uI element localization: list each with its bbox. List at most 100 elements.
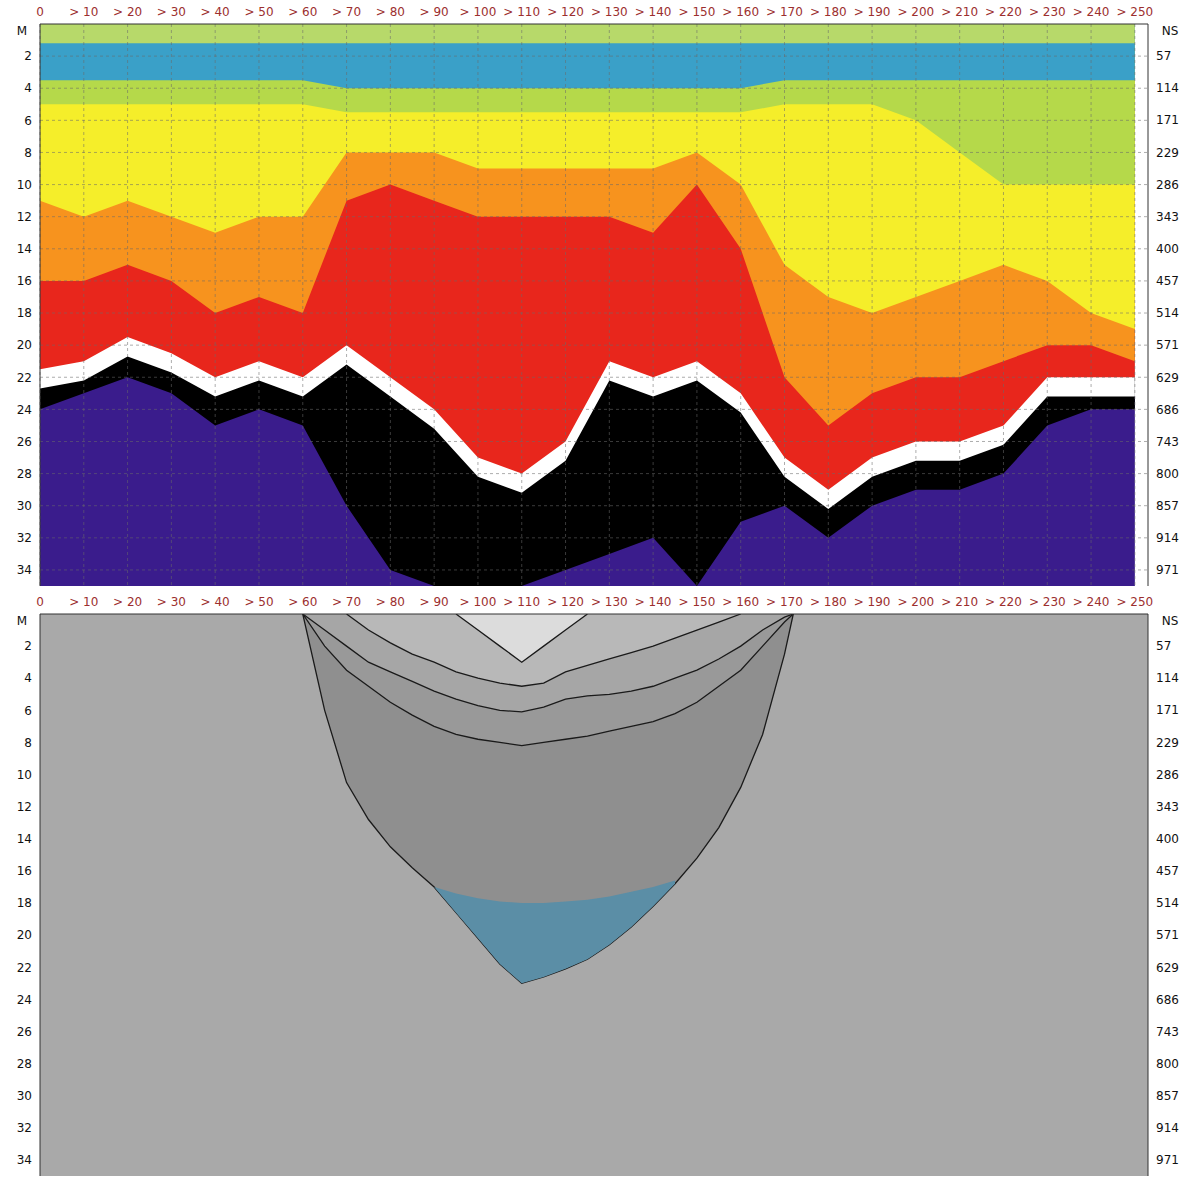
svg-text:> 210: > 210 [941,595,978,609]
svg-text:857: 857 [1156,1089,1179,1103]
svg-text:686: 686 [1156,403,1179,417]
svg-text:286: 286 [1156,178,1179,192]
svg-text:18: 18 [17,896,32,910]
svg-text:571: 571 [1156,928,1179,942]
svg-text:> 10: > 10 [69,5,98,19]
svg-text:171: 171 [1156,113,1179,127]
svg-text:> 90: > 90 [420,595,449,609]
svg-text:> 130: > 130 [591,5,628,19]
svg-text:343: 343 [1156,800,1179,814]
svg-text:> 250: > 250 [1116,595,1153,609]
svg-text:2: 2 [24,639,32,653]
svg-text:32: 32 [17,1121,32,1135]
svg-text:> 100: > 100 [460,595,497,609]
svg-text:> 40: > 40 [201,595,230,609]
svg-text:> 140: > 140 [635,5,672,19]
svg-text:> 190: > 190 [854,595,891,609]
svg-text:> 180: > 180 [810,595,847,609]
svg-text:18: 18 [17,306,32,320]
svg-text:NS: NS [1162,614,1179,628]
svg-text:16: 16 [17,864,32,878]
svg-text:> 120: > 120 [547,5,584,19]
svg-text:57: 57 [1156,49,1171,63]
svg-text:8: 8 [24,736,32,750]
svg-text:> 160: > 160 [722,595,759,609]
svg-text:629: 629 [1156,961,1179,975]
svg-text:> 110: > 110 [503,595,540,609]
svg-text:0: 0 [36,5,44,19]
svg-text:28: 28 [17,1057,32,1071]
svg-text:514: 514 [1156,896,1179,910]
svg-text:> 60: > 60 [288,5,317,19]
svg-text:20: 20 [17,338,32,352]
svg-text:971: 971 [1156,1153,1179,1167]
svg-text:> 50: > 50 [244,5,273,19]
svg-text:229: 229 [1156,736,1179,750]
svg-text:24: 24 [17,403,32,417]
svg-text:> 230: > 230 [1029,5,1066,19]
svg-text:400: 400 [1156,832,1179,846]
svg-text:> 80: > 80 [376,5,405,19]
svg-text:6: 6 [24,704,32,718]
svg-text:> 150: > 150 [679,5,716,19]
svg-text:> 10: > 10 [69,595,98,609]
svg-text:14: 14 [17,832,32,846]
svg-text:629: 629 [1156,371,1179,385]
svg-text:10: 10 [17,178,32,192]
svg-text:12: 12 [17,210,32,224]
svg-text:10: 10 [17,768,32,782]
svg-text:> 150: > 150 [679,595,716,609]
svg-text:6: 6 [24,114,32,128]
svg-text:857: 857 [1156,499,1179,513]
svg-text:57: 57 [1156,639,1171,653]
svg-text:229: 229 [1156,146,1179,160]
svg-text:> 50: > 50 [244,595,273,609]
svg-text:> 20: > 20 [113,5,142,19]
svg-text:686: 686 [1156,993,1179,1007]
svg-text:514: 514 [1156,306,1179,320]
svg-text:> 220: > 220 [985,5,1022,19]
svg-text:914: 914 [1156,531,1179,545]
svg-text:4: 4 [24,671,32,685]
svg-text:28: 28 [17,467,32,481]
svg-text:114: 114 [1156,671,1179,685]
svg-text:4: 4 [24,81,32,95]
svg-text:> 240: > 240 [1073,595,1110,609]
svg-text:343: 343 [1156,210,1179,224]
svg-text:> 180: > 180 [810,5,847,19]
svg-text:> 170: > 170 [766,595,803,609]
svg-text:571: 571 [1156,338,1179,352]
svg-text:> 120: > 120 [547,595,584,609]
svg-text:> 90: > 90 [420,5,449,19]
svg-text:> 240: > 240 [1073,5,1110,19]
svg-text:NS: NS [1162,24,1179,38]
svg-text:> 60: > 60 [288,595,317,609]
svg-text:> 160: > 160 [722,5,759,19]
svg-text:171: 171 [1156,703,1179,717]
svg-text:> 130: > 130 [591,595,628,609]
svg-text:> 30: > 30 [157,5,186,19]
svg-text:M: M [17,24,27,38]
svg-text:14: 14 [17,242,32,256]
svg-text:> 210: > 210 [941,5,978,19]
svg-text:24: 24 [17,993,32,1007]
svg-text:800: 800 [1156,1057,1179,1071]
svg-text:> 170: > 170 [766,5,803,19]
svg-text:743: 743 [1156,1025,1179,1039]
svg-text:> 70: > 70 [332,595,361,609]
svg-text:114: 114 [1156,81,1179,95]
svg-text:32: 32 [17,531,32,545]
svg-text:914: 914 [1156,1121,1179,1135]
svg-text:400: 400 [1156,242,1179,256]
svg-text:286: 286 [1156,768,1179,782]
svg-text:26: 26 [17,435,32,449]
svg-text:> 110: > 110 [503,5,540,19]
svg-text:> 220: > 220 [985,595,1022,609]
svg-text:30: 30 [17,1089,32,1103]
svg-text:> 200: > 200 [897,5,934,19]
svg-text:M: M [17,614,27,628]
svg-text:22: 22 [17,371,32,385]
svg-text:20: 20 [17,928,32,942]
svg-text:26: 26 [17,1025,32,1039]
svg-text:> 250: > 250 [1116,5,1153,19]
